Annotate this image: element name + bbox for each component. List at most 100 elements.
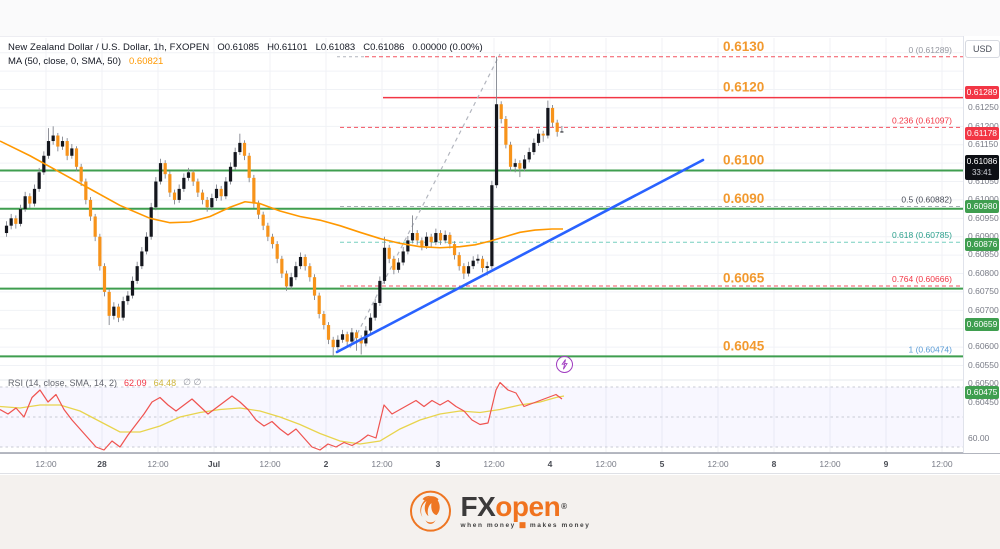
candle-body bbox=[65, 141, 69, 156]
lightning-alert-icon[interactable] bbox=[556, 356, 573, 373]
candle-body bbox=[280, 258, 284, 274]
candle-body bbox=[462, 266, 466, 274]
fib-level-label: 1 (0.60474) bbox=[909, 345, 953, 355]
candle-body bbox=[322, 314, 326, 326]
price-tick-label: 0.60950 bbox=[968, 212, 999, 223]
key-price-label: 0.6090 bbox=[723, 191, 764, 206]
time-axis[interactable]: 12:00 28 12:00 Jul 12:00 2 12:00 3 12:00 4 12:00 5 1… bbox=[0, 453, 963, 474]
candle-body bbox=[172, 192, 177, 200]
rsi-tick-label: 60.00 bbox=[968, 433, 990, 443]
candle-body bbox=[28, 196, 32, 204]
fib-level-label: 0.236 (0.61097) bbox=[892, 115, 952, 125]
candle-body bbox=[298, 256, 303, 267]
price-tick-label: 0.60550 bbox=[968, 359, 999, 370]
candle-body bbox=[326, 325, 331, 340]
candle-body bbox=[149, 207, 153, 237]
top-margin-strip bbox=[0, 0, 1000, 37]
chart-plot-area[interactable]: 0.6130 0.6120 0.6100 0.6090 0.6065 0.6045 0 (0… bbox=[0, 36, 963, 453]
candle-body bbox=[32, 188, 37, 204]
candle-body bbox=[476, 258, 480, 261]
bar-countdown: 33:41 bbox=[971, 168, 993, 178]
candle-body bbox=[98, 236, 102, 267]
candle-body bbox=[60, 141, 65, 147]
candle-body bbox=[121, 301, 125, 318]
candle-body bbox=[37, 172, 41, 189]
date-axis-label: 28 bbox=[97, 459, 107, 469]
candle-body bbox=[256, 203, 261, 215]
candle-body bbox=[144, 236, 149, 252]
brand-fx-text: FX bbox=[460, 490, 496, 522]
footer: FX open ® when money makes money bbox=[0, 475, 1000, 549]
candle-body bbox=[308, 266, 312, 278]
price-tick-label: 0.60850 bbox=[968, 249, 999, 260]
candle-body bbox=[261, 214, 265, 226]
axis-bottom-border bbox=[0, 473, 1000, 474]
candle-body bbox=[238, 142, 242, 153]
date-axis-label: 5 bbox=[659, 459, 665, 469]
ma-indicator-row: MA (50, close, 0, SMA, 50) 0.60821 bbox=[8, 54, 483, 68]
candle-body bbox=[532, 142, 536, 153]
date-axis-label: 3 bbox=[435, 459, 441, 469]
change-value: 0.00000 (0.00%) bbox=[412, 41, 483, 53]
date-axis-label: Jul bbox=[207, 459, 221, 469]
chart-canvas[interactable]: 0.6130 0.6120 0.6100 0.6090 0.6065 0.6045 0 (0… bbox=[0, 36, 963, 453]
rsi-ma-value: 64.48 bbox=[153, 377, 177, 388]
candle-body bbox=[163, 163, 167, 175]
date-axis-label: 8 bbox=[771, 459, 777, 469]
time-axis-label: 12:00 bbox=[707, 459, 729, 469]
candle-body bbox=[373, 302, 377, 318]
candle-body bbox=[14, 218, 18, 224]
candle-body bbox=[23, 196, 27, 210]
candle-body bbox=[284, 273, 289, 287]
fib-level-label: 0.5 (0.60882) bbox=[901, 195, 952, 205]
key-price-label: 0.6100 bbox=[723, 152, 764, 167]
time-axis-label: 12:00 bbox=[483, 459, 505, 469]
candle-body bbox=[196, 181, 200, 193]
candle-body bbox=[480, 258, 485, 268]
candle-body bbox=[294, 266, 298, 278]
key-price-label: 0.6130 bbox=[723, 39, 764, 54]
price-tick-label: 0.60450 bbox=[968, 396, 999, 407]
tagline-right: makes money bbox=[529, 521, 591, 529]
key-price-label: 0.6065 bbox=[723, 271, 765, 286]
fxopen-brand-line: FX open ® bbox=[460, 490, 591, 522]
candle-body bbox=[247, 155, 251, 178]
symbol-title: New Zealand Dollar / U.S. Dollar, 1h, FX… bbox=[8, 41, 210, 53]
candle-body bbox=[214, 188, 219, 199]
candle-body bbox=[508, 144, 513, 167]
candle-body bbox=[452, 244, 457, 256]
candle-body bbox=[560, 131, 564, 133]
time-axis-label: 12:00 bbox=[819, 459, 841, 469]
level-price-badge: 0.60876 bbox=[965, 238, 999, 252]
candle-body bbox=[266, 225, 270, 237]
candle-body bbox=[443, 234, 447, 241]
candle-body bbox=[536, 133, 541, 143]
level-price-badge: 0.61178 bbox=[965, 127, 999, 141]
candle-body bbox=[378, 280, 382, 303]
candle-body bbox=[205, 199, 209, 208]
candle-body bbox=[434, 233, 438, 243]
candle-body bbox=[9, 218, 13, 226]
candle-body bbox=[513, 163, 517, 167]
candle-body bbox=[340, 334, 345, 340]
candle-body bbox=[154, 181, 158, 208]
key-price-label: 0.6120 bbox=[723, 80, 764, 95]
registered-trademark-icon: ® bbox=[561, 501, 567, 511]
candle-body bbox=[368, 317, 373, 331]
candle-body bbox=[550, 107, 555, 123]
candle-body bbox=[527, 152, 531, 160]
currency-toggle-button[interactable]: USD bbox=[965, 40, 1000, 58]
price-tick-label: 0.60750 bbox=[968, 286, 999, 297]
candle-body bbox=[382, 247, 387, 281]
level-price-badge: 0.61289 bbox=[965, 86, 999, 100]
candle-body bbox=[158, 163, 163, 182]
candle-body bbox=[200, 192, 205, 200]
price-axis[interactable]: 0.612500.612000.611500.611000.610500.610… bbox=[963, 36, 1000, 473]
candle-body bbox=[522, 159, 527, 169]
level-price-badge: 0.60980 bbox=[965, 199, 999, 213]
level-price-badge: 0.60475 bbox=[965, 385, 999, 399]
price-tick-label: 0.60900 bbox=[968, 230, 999, 241]
rsi-value: 62.09 bbox=[124, 377, 147, 388]
date-axis-label: 9 bbox=[883, 459, 889, 469]
